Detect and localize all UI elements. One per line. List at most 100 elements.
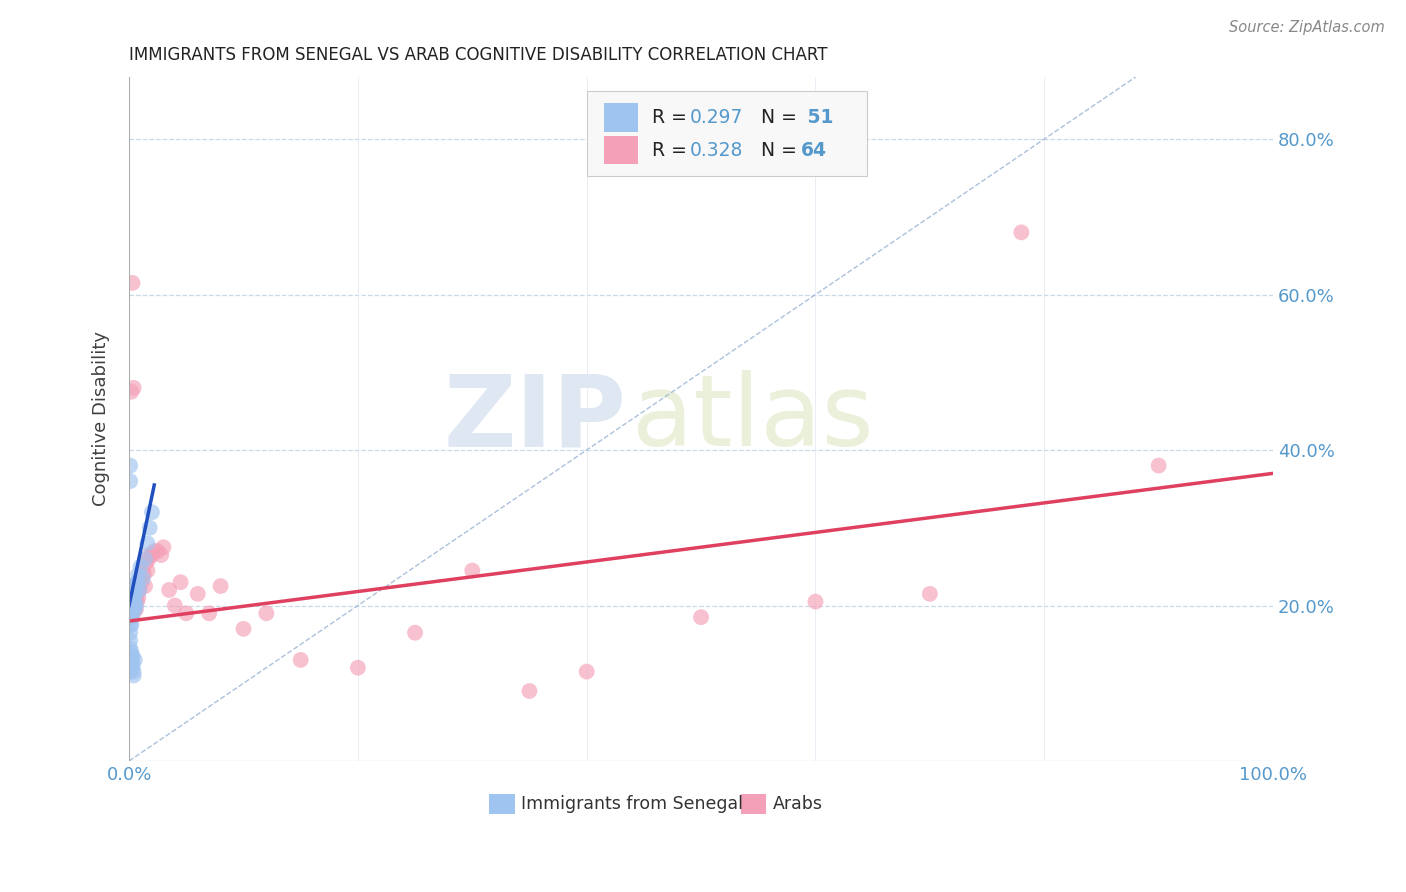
Point xyxy=(121,657,143,671)
FancyBboxPatch shape xyxy=(586,91,868,176)
Point xyxy=(127,591,149,605)
Point xyxy=(129,559,152,574)
Point xyxy=(138,548,160,562)
Point xyxy=(127,567,149,582)
Point xyxy=(120,594,142,608)
Point xyxy=(121,661,143,675)
Point xyxy=(120,625,142,640)
Point xyxy=(120,599,142,613)
Point xyxy=(150,548,173,562)
Point xyxy=(120,591,142,605)
Point xyxy=(157,582,180,597)
Point xyxy=(120,582,142,597)
Text: 64: 64 xyxy=(800,141,827,160)
Text: IMMIGRANTS FROM SENEGAL VS ARAB COGNITIVE DISABILITY CORRELATION CHART: IMMIGRANTS FROM SENEGAL VS ARAB COGNITIV… xyxy=(129,46,828,64)
Point xyxy=(120,602,142,616)
Point xyxy=(187,587,209,601)
Point xyxy=(169,575,191,590)
Bar xyxy=(603,103,638,132)
Point xyxy=(347,661,370,675)
Point xyxy=(122,665,145,679)
Text: 51: 51 xyxy=(800,108,832,127)
Point xyxy=(127,579,149,593)
Point xyxy=(122,587,145,601)
Point xyxy=(124,602,146,616)
Point xyxy=(690,610,713,624)
Bar xyxy=(603,136,638,164)
Point xyxy=(122,602,145,616)
Point xyxy=(132,567,155,582)
Point xyxy=(121,276,143,290)
Point xyxy=(120,607,142,621)
Point xyxy=(141,548,163,562)
Point xyxy=(136,536,159,550)
Point xyxy=(918,587,941,601)
Text: 0.328: 0.328 xyxy=(689,141,742,160)
Point xyxy=(120,587,142,601)
Point xyxy=(125,582,148,597)
Point xyxy=(136,564,159,578)
Point xyxy=(125,602,148,616)
Bar xyxy=(741,794,766,814)
Point xyxy=(198,607,221,621)
Point xyxy=(146,544,169,558)
Point xyxy=(124,653,146,667)
Text: Arabs: Arabs xyxy=(773,795,823,814)
Point xyxy=(132,564,155,578)
Point xyxy=(120,633,142,648)
Point xyxy=(120,458,142,473)
Point xyxy=(290,653,312,667)
Point xyxy=(129,571,152,585)
Point xyxy=(120,594,142,608)
Point xyxy=(254,607,277,621)
Point xyxy=(124,587,146,601)
Point xyxy=(120,384,142,399)
Point xyxy=(120,610,142,624)
Point xyxy=(120,618,142,632)
Point xyxy=(120,579,142,593)
Point xyxy=(120,610,142,624)
Point xyxy=(122,594,145,608)
Point xyxy=(124,594,146,608)
Bar xyxy=(489,794,515,814)
Point xyxy=(134,552,156,566)
Text: N =: N = xyxy=(761,108,803,127)
Point xyxy=(125,579,148,593)
Point xyxy=(120,579,142,593)
Point xyxy=(121,602,143,616)
Point xyxy=(1147,458,1170,473)
Point xyxy=(120,648,142,663)
Point xyxy=(128,582,150,597)
Point xyxy=(120,599,142,613)
Point xyxy=(120,618,142,632)
Point xyxy=(120,587,142,601)
Point xyxy=(120,602,142,616)
Point xyxy=(127,575,149,590)
Point xyxy=(128,582,150,597)
Point xyxy=(575,665,598,679)
Text: 0.297: 0.297 xyxy=(689,108,742,127)
Text: ZIP: ZIP xyxy=(444,370,627,467)
Point xyxy=(122,579,145,593)
Y-axis label: Cognitive Disability: Cognitive Disability xyxy=(93,332,110,507)
Point xyxy=(125,599,148,613)
Point xyxy=(121,607,143,621)
Point xyxy=(120,653,142,667)
Point xyxy=(121,582,143,597)
Point xyxy=(120,665,142,679)
Point xyxy=(120,591,142,605)
Point xyxy=(461,564,484,578)
Text: R =: R = xyxy=(652,141,693,160)
Point xyxy=(120,657,142,671)
Point xyxy=(122,599,145,613)
Point xyxy=(135,556,157,570)
Text: Immigrants from Senegal: Immigrants from Senegal xyxy=(522,795,744,814)
Point xyxy=(124,594,146,608)
Point xyxy=(519,684,541,698)
Point xyxy=(127,594,149,608)
Point xyxy=(163,599,186,613)
Point xyxy=(138,521,160,535)
Point xyxy=(141,505,163,519)
Point xyxy=(174,607,197,621)
Point xyxy=(131,575,153,590)
